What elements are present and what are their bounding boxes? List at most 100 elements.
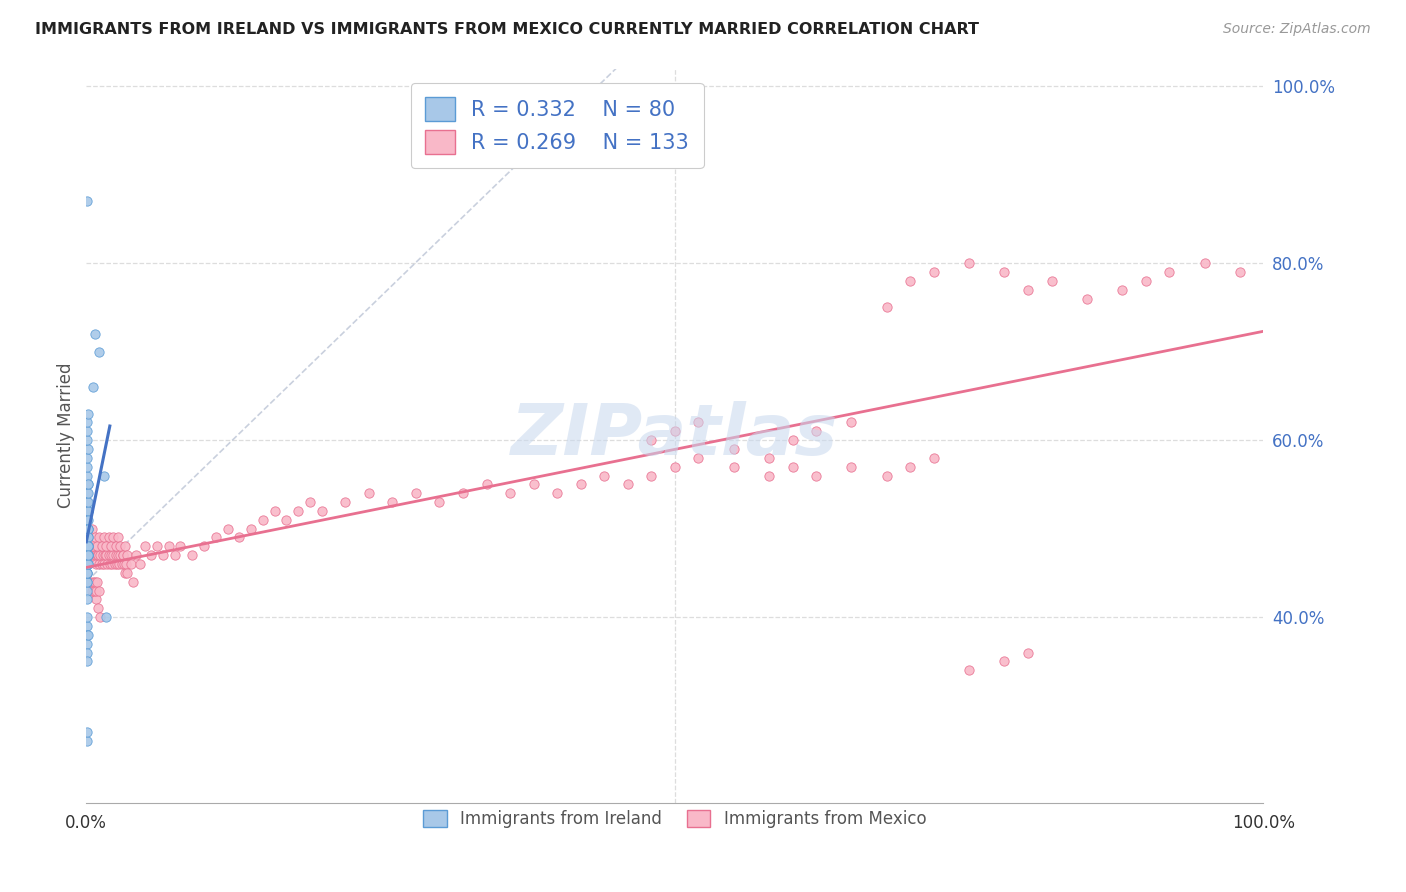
Point xyxy=(87,583,110,598)
Point xyxy=(84,574,107,589)
Point xyxy=(804,468,827,483)
Point xyxy=(76,513,98,527)
Point xyxy=(89,610,111,624)
Point xyxy=(80,583,103,598)
Point xyxy=(79,574,101,589)
Point xyxy=(96,610,118,624)
Point xyxy=(83,548,105,562)
Point xyxy=(688,450,710,465)
Point xyxy=(76,522,98,536)
Point xyxy=(76,557,98,571)
Point xyxy=(76,522,98,536)
Point xyxy=(89,531,111,545)
Point xyxy=(76,557,98,571)
Point xyxy=(104,539,127,553)
Point xyxy=(112,557,135,571)
Point xyxy=(87,601,110,615)
Point xyxy=(569,477,592,491)
Point xyxy=(523,477,546,491)
Point xyxy=(76,539,98,553)
Point xyxy=(640,468,662,483)
Point xyxy=(103,548,125,562)
Point xyxy=(723,459,745,474)
Point xyxy=(758,450,780,465)
Point xyxy=(76,654,98,668)
Point xyxy=(76,734,98,748)
Point xyxy=(429,495,451,509)
Point xyxy=(1159,265,1181,279)
Point xyxy=(90,539,112,553)
Point xyxy=(876,301,898,315)
Point xyxy=(152,548,174,562)
Point xyxy=(77,486,100,500)
Text: IMMIGRANTS FROM IRELAND VS IMMIGRANTS FROM MEXICO CURRENTLY MARRIED CORRELATION : IMMIGRANTS FROM IRELAND VS IMMIGRANTS FR… xyxy=(35,22,979,37)
Text: ZIPatlas: ZIPatlas xyxy=(512,401,838,470)
Point xyxy=(97,531,120,545)
Point xyxy=(276,513,298,527)
Point xyxy=(76,504,98,518)
Point xyxy=(76,548,98,562)
Point xyxy=(129,557,152,571)
Point xyxy=(98,557,121,571)
Point xyxy=(76,407,98,421)
Point xyxy=(76,539,98,553)
Point xyxy=(76,522,98,536)
Point xyxy=(664,425,686,439)
Point xyxy=(287,504,309,518)
Point xyxy=(252,513,274,527)
Legend: Immigrants from Ireland, Immigrants from Mexico: Immigrants from Ireland, Immigrants from… xyxy=(416,804,934,835)
Point xyxy=(96,557,118,571)
Point xyxy=(499,486,522,500)
Point xyxy=(82,583,104,598)
Point xyxy=(77,548,100,562)
Point xyxy=(100,539,122,553)
Point xyxy=(76,194,98,209)
Point xyxy=(163,548,186,562)
Point xyxy=(157,539,180,553)
Point xyxy=(76,628,98,642)
Point xyxy=(76,513,98,527)
Point xyxy=(94,548,117,562)
Point xyxy=(77,513,100,527)
Point xyxy=(240,522,263,536)
Point xyxy=(76,646,98,660)
Point xyxy=(76,539,98,553)
Point xyxy=(76,495,98,509)
Point xyxy=(357,486,380,500)
Point xyxy=(84,592,107,607)
Point xyxy=(76,513,98,527)
Point xyxy=(97,548,120,562)
Point xyxy=(782,433,804,447)
Point xyxy=(117,566,139,580)
Point xyxy=(451,486,474,500)
Point xyxy=(193,539,215,553)
Point xyxy=(146,539,169,553)
Point xyxy=(104,548,127,562)
Point xyxy=(1017,283,1039,297)
Y-axis label: Currently Married: Currently Married xyxy=(58,363,75,508)
Point xyxy=(405,486,427,500)
Point xyxy=(546,486,568,500)
Point xyxy=(664,459,686,474)
Point xyxy=(111,548,134,562)
Point xyxy=(114,539,136,553)
Point xyxy=(76,531,98,545)
Point xyxy=(76,531,98,545)
Point xyxy=(83,531,105,545)
Point xyxy=(181,548,204,562)
Point xyxy=(134,539,156,553)
Point xyxy=(103,557,125,571)
Point xyxy=(110,539,132,553)
Point xyxy=(76,557,98,571)
Point xyxy=(76,539,98,553)
Point xyxy=(76,531,98,545)
Point xyxy=(139,548,162,562)
Point xyxy=(86,574,108,589)
Point xyxy=(111,548,134,562)
Point xyxy=(76,504,98,518)
Point xyxy=(76,574,98,589)
Point xyxy=(76,522,98,536)
Point xyxy=(89,548,111,562)
Point xyxy=(640,433,662,447)
Point xyxy=(76,557,98,571)
